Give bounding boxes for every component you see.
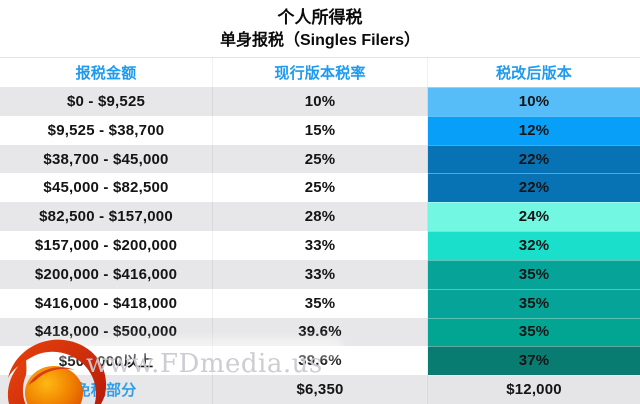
- table-body: $0 - $9,525 10% 10% $9,525 - $38,700 15% 12% $…: [0, 87, 640, 404]
- current-rate-cell: 28%: [213, 202, 428, 232]
- reform-rate-cell: 22%: [428, 144, 640, 174]
- current-rate-cell: 35%: [213, 288, 428, 318]
- reform-rate-cell: 10%: [428, 87, 640, 116]
- reform-rate-cell: 37%: [428, 346, 640, 376]
- reform-rate-cell: 35%: [428, 288, 640, 318]
- table-row: $9,525 - $38,700 15% 12%: [0, 115, 640, 145]
- current-rate-cell: $6,350: [213, 375, 428, 404]
- column-header-reform-rate: 税改后版本: [495, 65, 572, 82]
- column-header-bracket: 报税金额: [0, 58, 213, 87]
- bracket-cell: $45,000 - $82,500: [0, 173, 213, 203]
- current-rate-cell: 25%: [213, 144, 428, 174]
- current-rate-cell: 33%: [213, 259, 428, 289]
- bracket-cell: $9,525 - $38,700: [0, 115, 213, 145]
- table-row: $416,000 - $418,000 35% 35%: [0, 288, 640, 318]
- table-row: $157,000 - $200,000 33% 32%: [0, 231, 640, 260]
- tax-rate-table: 报税金额 现行版本税率 税改后版本 $0 - $9,525 10% 10% $9,52…: [0, 57, 640, 404]
- title-block: 个人所得税 单身报税（Singles Filers）: [0, 0, 640, 57]
- column-header-current-rate: 现行版本税率: [213, 58, 428, 87]
- bracket-cell: $0 - $9,525: [0, 87, 213, 116]
- table-row: $0 - $9,525 10% 10%: [0, 87, 640, 116]
- table-row: 免税部分 $6,350 $12,000: [0, 375, 640, 404]
- bracket-cell: $200,000 - $416,000: [0, 259, 213, 289]
- table-row: $500,000以上 39.6% 37%: [0, 346, 640, 376]
- reform-rate-cell: 22%: [428, 173, 640, 203]
- table-row: $45,000 - $82,500 25% 22%: [0, 173, 640, 203]
- bracket-cell: $82,500 - $157,000: [0, 202, 213, 232]
- current-rate-cell: 10%: [213, 87, 428, 116]
- bracket-cell: $416,000 - $418,000: [0, 288, 213, 318]
- current-rate-cell: 33%: [213, 231, 428, 260]
- table-header-row: 报税金额 现行版本税率 税改后版本: [0, 57, 640, 87]
- table-row: $82,500 - $157,000 28% 24%: [0, 202, 640, 232]
- bracket-cell: $38,700 - $45,000: [0, 144, 213, 174]
- bracket-cell: $500,000以上: [0, 346, 213, 376]
- table-row: $418,000 - $500,000 39.6% 35%: [0, 317, 640, 347]
- current-rate-cell: 39.6%: [213, 346, 428, 376]
- reform-rate-cell: 12%: [428, 115, 640, 145]
- bracket-cell: $418,000 - $500,000: [0, 317, 213, 347]
- bracket-cell: $157,000 - $200,000: [0, 231, 213, 260]
- table-row: $200,000 - $416,000 33% 35%: [0, 259, 640, 289]
- reform-rate-cell: $12,000: [428, 375, 640, 404]
- page-title: 个人所得税: [277, 8, 363, 27]
- reform-rate-cell: 35%: [428, 317, 640, 347]
- bracket-cell: 免税部分: [0, 375, 213, 404]
- current-rate-cell: 39.6%: [213, 317, 428, 347]
- current-rate-cell: 25%: [213, 173, 428, 203]
- page-subtitle: 单身报税（Singles Filers）: [219, 31, 421, 49]
- current-rate-cell: 15%: [213, 115, 428, 145]
- reform-rate-cell: 35%: [428, 259, 640, 289]
- reform-rate-cell: 24%: [428, 202, 640, 232]
- reform-rate-cell: 32%: [428, 231, 640, 260]
- table-row: $38,700 - $45,000 25% 22%: [0, 144, 640, 174]
